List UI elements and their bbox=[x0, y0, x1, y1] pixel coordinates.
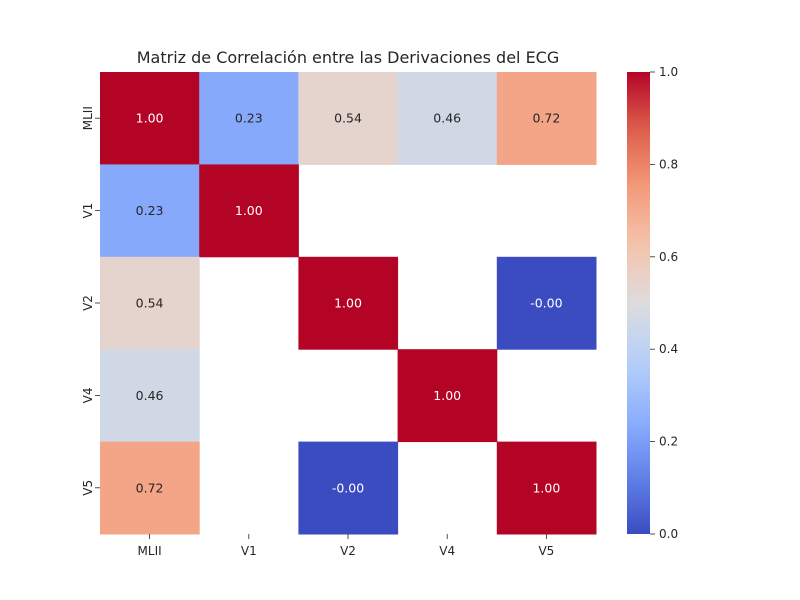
cell-value-label-V5-MLII: 0.72 bbox=[136, 480, 164, 495]
colorbar-tick-label-0.4: 0.4 bbox=[659, 342, 678, 356]
heatmap-cell-labels: 1.00 0.23 0.54 0.46 0.72 0.23 1.00 0.54 1.00 -0.0… bbox=[136, 111, 563, 496]
cell-value-label-V1-MLII: 0.23 bbox=[136, 203, 164, 218]
colorbar-tick-label-0.8: 0.8 bbox=[659, 157, 678, 171]
cell-value-label-MLII-V5: 0.72 bbox=[532, 111, 560, 126]
x-tick-label-MLII: MLII bbox=[138, 544, 162, 558]
y-tick-label-V5: V5 bbox=[81, 480, 95, 496]
cell-value-label-V2-V2: 1.00 bbox=[334, 296, 362, 311]
heatmap-cell-V2-V2 bbox=[298, 256, 399, 350]
heatmap-cell-V2-V5 bbox=[496, 256, 597, 350]
heatmap-cell-MLII-V1 bbox=[199, 72, 299, 165]
heatmap-cell-V4-MLII bbox=[100, 349, 200, 443]
colorbar-tick-label-1.0: 1.0 bbox=[659, 65, 678, 79]
y-tick-label-V2: V2 bbox=[81, 295, 95, 311]
cell-value-label-V2-MLII: 0.54 bbox=[136, 296, 164, 311]
colorbar-tick-label-0.2: 0.2 bbox=[659, 435, 678, 449]
heatmap-cells bbox=[100, 72, 597, 535]
colorbar-tick-label-0.6: 0.6 bbox=[659, 250, 678, 264]
heatmap-cell-V1-MLII bbox=[100, 164, 200, 258]
y-axis: MLII V1 V2 V4 V5 bbox=[81, 106, 100, 496]
y-tick-label-V1: V1 bbox=[81, 203, 95, 219]
cell-value-label-V4-V4: 1.00 bbox=[433, 388, 461, 403]
heatmap-cell-V5-MLII bbox=[100, 441, 200, 535]
heatmap-cell-V1-V1 bbox=[199, 164, 299, 258]
heatmap-cell-MLII-MLII bbox=[100, 72, 200, 165]
cell-value-label-MLII-V1: 0.23 bbox=[235, 111, 263, 126]
cell-value-label-MLII-V2: 0.54 bbox=[334, 111, 362, 126]
heatmap-cell-MLII-V2 bbox=[298, 72, 399, 165]
heatmap-cell-V4-V4 bbox=[397, 349, 498, 443]
heatmap-cell-V2-MLII bbox=[100, 256, 200, 350]
cell-value-label-V5-V5: 1.00 bbox=[532, 480, 560, 495]
heatmap-cell-MLII-V5 bbox=[496, 72, 597, 165]
cell-value-label-MLII-V4: 0.46 bbox=[433, 111, 461, 126]
y-tick-label-V4: V4 bbox=[81, 387, 95, 403]
chart-title: Matriz de Correlación entre las Derivaci… bbox=[137, 48, 560, 67]
cell-value-label-V1-V1: 1.00 bbox=[235, 203, 263, 218]
colorbar: 0.0 0.2 0.4 0.6 0.8 1.0 bbox=[627, 65, 678, 541]
y-tick-label-MLII: MLII bbox=[81, 106, 95, 130]
x-tick-label-V5: V5 bbox=[538, 544, 554, 558]
heatmap-cell-V5-V5 bbox=[496, 441, 597, 535]
x-tick-label-V2: V2 bbox=[340, 544, 356, 558]
cell-value-label-MLII-MLII: 1.00 bbox=[136, 111, 164, 126]
colorbar-tick-label-0.0: 0.0 bbox=[659, 527, 678, 541]
cell-value-label-V4-MLII: 0.46 bbox=[136, 388, 164, 403]
cell-value-label-V5-V2: -0.00 bbox=[332, 480, 364, 495]
x-tick-label-V1: V1 bbox=[241, 544, 257, 558]
x-axis: MLII V1 V2 V4 V5 bbox=[138, 534, 554, 558]
x-tick-label-V4: V4 bbox=[439, 544, 455, 558]
cell-value-label-V2-V5: -0.00 bbox=[530, 296, 562, 311]
heatmap-cell-V5-V2 bbox=[298, 441, 399, 535]
colorbar-gradient bbox=[627, 72, 650, 534]
heatmap-cell-MLII-V4 bbox=[397, 72, 498, 165]
